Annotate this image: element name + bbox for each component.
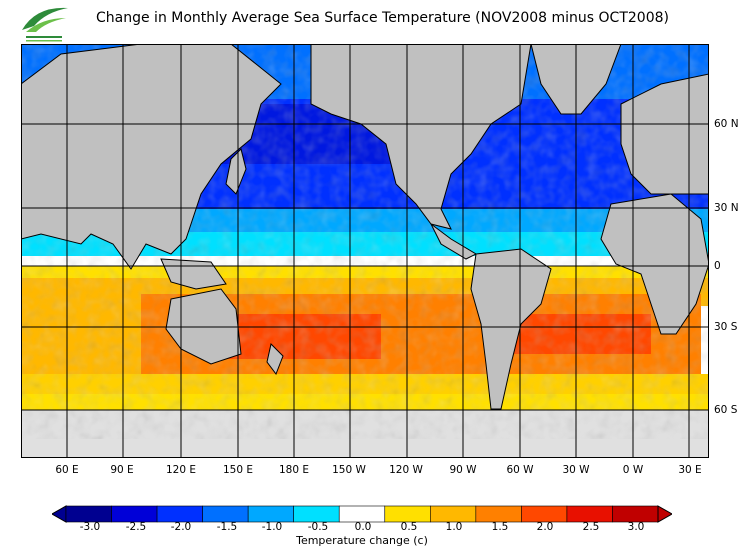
lon-tick-label: 60 E [55,464,79,476]
lat-tick-label: 60 N [714,118,739,130]
sst-change-map [21,44,709,458]
agency-logo [22,7,68,42]
colorbar-tick-label: 0.0 [354,521,372,533]
colorbar-swatch [566,505,613,523]
colorbar-swatch [65,505,112,523]
graticule [21,44,709,458]
lon-tick-label: 120 E [165,464,197,476]
colorbar-swatch [111,505,158,523]
colorbar-tick-label: 1.0 [445,521,463,533]
colorbar-title: Temperature change (c) [296,534,428,547]
colorbar-tick-label: 3.0 [627,521,645,533]
colorbar-swatch [521,505,568,523]
colorbar-swatch [156,505,203,523]
colorbar-swatch [202,505,249,523]
lat-tick-label: 60 S [714,404,738,416]
colorbar-tick-label: -0.5 [307,521,329,533]
colorbar-arrow-low [52,505,67,523]
lon-tick-label: 90 E [110,464,134,476]
lon-tick-label: 30 W [562,464,590,476]
colorbar-tick-label: 1.5 [491,521,509,533]
lon-tick-label: 30 E [678,464,702,476]
lon-tick-label: 120 W [389,464,423,476]
colorbar-swatch [475,505,522,523]
colorbar-tick-label: -1.5 [216,521,238,533]
lon-tick-label: 150 E [222,464,254,476]
colorbar-tick-label: 0.5 [400,521,418,533]
lat-tick-label: 0 [714,260,721,272]
colorbar-swatch [293,505,340,523]
colorbar-tick-label: -2.5 [125,521,147,533]
lon-tick-label: 150 W [332,464,366,476]
colorbar-swatch [247,505,294,523]
colorbar [52,505,672,523]
lon-tick-label: 0 W [622,464,644,476]
lat-tick-label: 30 S [714,321,738,333]
lat-tick-label: 30 N [714,202,739,214]
colorbar-tick-label: -1.0 [261,521,283,533]
colorbar-tick-label: -3.0 [79,521,101,533]
colorbar-tick-label: -2.0 [170,521,192,533]
lon-tick-label: 90 W [449,464,477,476]
colorbar-tick-label: 2.0 [536,521,554,533]
map-canvas [21,44,709,458]
colorbar-swatch [430,505,477,523]
land-masses [21,44,709,458]
colorbar-swatch [384,505,431,523]
lon-tick-label: 60 W [506,464,534,476]
map-title: Change in Monthly Average Sea Surface Te… [96,10,669,26]
lon-tick-label: 180 E [278,464,310,476]
colorbar-tick-label: 2.5 [582,521,600,533]
colorbar-swatch [338,505,386,523]
colorbar-swatch [612,505,659,523]
colorbar-arrow-high [657,505,672,523]
